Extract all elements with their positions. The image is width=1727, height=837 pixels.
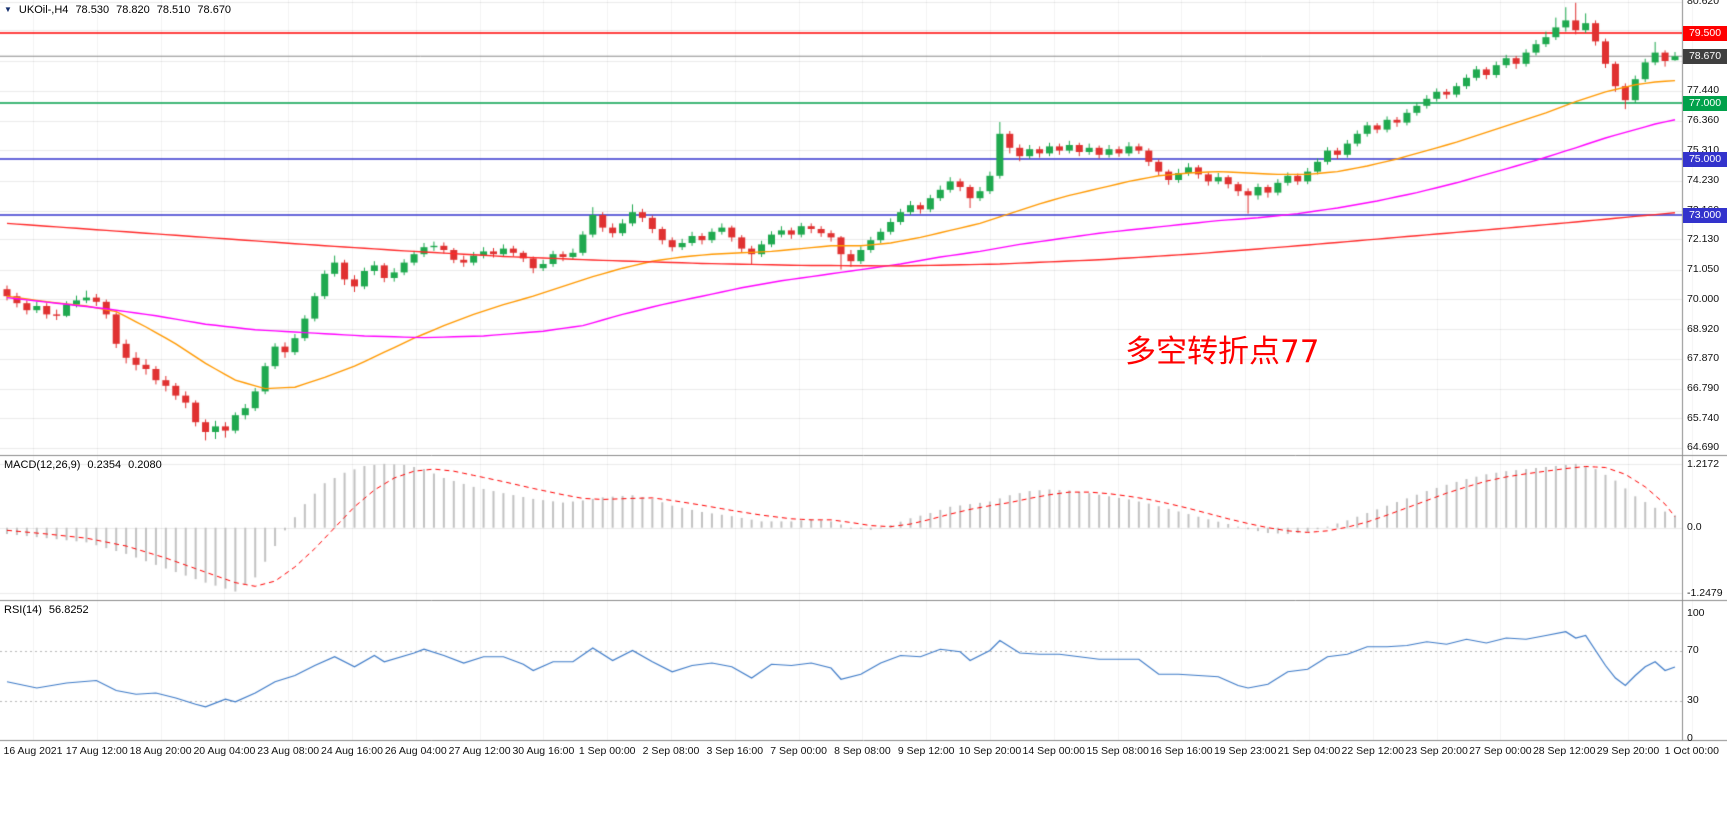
price-tick-label: 70.000 (1687, 292, 1720, 305)
symbol-marker-icon: ▼ (4, 5, 12, 14)
price-tick-label: 73.160 (1687, 204, 1720, 217)
time-tick-label: 16 Sep 16:00 (1150, 745, 1213, 757)
time-tick-label: 22 Sep 12:00 (1341, 745, 1405, 757)
time-tick-label: 30 Aug 16:00 (512, 745, 575, 757)
time-tick-label: 24 Aug 16:00 (321, 745, 383, 757)
price-tick-label: 64.690 (1687, 441, 1720, 454)
price-tick-label: 71.050 (1687, 263, 1720, 276)
time-tick-label: 18 Aug 20:00 (129, 745, 192, 757)
time-tick-label: 27 Sep 00:00 (1469, 745, 1532, 757)
time-tick-label: 27 Aug 12:00 (448, 745, 511, 757)
time-tick-label: 21 Sep 04:00 (1277, 745, 1341, 757)
trend-annotation-text[interactable]: 多空转折点77 (1125, 334, 1320, 370)
time-tick-label: 3 Sep 16:00 (706, 745, 764, 757)
time-tick-label: 10 Sep 20:00 (958, 745, 1022, 757)
time-tick-label: 15 Sep 08:00 (1086, 745, 1149, 757)
price-tick-label: 67.870 (1687, 352, 1720, 365)
price-tick-label: 74.230 (1687, 174, 1720, 187)
macd-value-main: 0.2354 (87, 459, 122, 471)
price-tick-label: 80.620 (1687, 0, 1720, 8)
ohlc-close: 78.670 (197, 4, 232, 16)
time-tick-label: 20 Aug 04:00 (193, 745, 256, 757)
price-tick-label: 68.920 (1687, 322, 1720, 335)
price-tick-label: 65.740 (1687, 411, 1720, 424)
price-tick-label: 78.510 (1687, 54, 1720, 67)
time-tick-label: 19 Sep 23:00 (1213, 745, 1277, 757)
rsi-value: 56.8252 (48, 604, 89, 616)
price-tick-label: 66.790 (1687, 382, 1720, 395)
symbol-ohlc-label: ▼ UKOil-,H4 78.530 78.820 78.510 78.670 (4, 4, 238, 16)
time-tick-label: 14 Sep 00:00 (1022, 745, 1086, 757)
time-tick-label: 8 Sep 08:00 (834, 745, 891, 757)
time-tick-label: 23 Aug 08:00 (257, 745, 320, 757)
time-tick-label: 16 Aug 2021 (3, 745, 63, 757)
ohlc-high: 78.820 (116, 4, 150, 16)
price-tick-label: 75.310 (1687, 143, 1720, 156)
price-tick-label: 79.590 (1687, 23, 1720, 36)
price-axis[interactable]: 80.620 79.590 78.510 77.440 76.360 75.310 74.2… (1683, 0, 1727, 740)
ohlc-low: 78.510 (156, 4, 191, 16)
time-tick-label: 1 Sep 00:00 (578, 745, 636, 757)
rsi-name: RSI(14) (4, 604, 42, 616)
time-tick-label: 9 Sep 12:00 (897, 745, 955, 757)
macd-value-signal: 0.2080 (128, 459, 162, 471)
price-tick-label: 76.360 (1687, 114, 1720, 127)
time-tick-label: 2 Sep 08:00 (642, 745, 700, 757)
time-tick-label: 1 Oct 00:00 (1664, 745, 1719, 757)
rsi-indicator-label: RSI(14) 56.8252 (4, 604, 96, 616)
symbol-name: UKOil-,H4 (18, 4, 69, 16)
time-tick-label: 28 Sep 12:00 (1532, 745, 1596, 757)
time-tick-label: 17 Aug 12:00 (65, 745, 128, 757)
ohlc-open: 78.530 (75, 4, 110, 16)
time-tick-label: 26 Aug 04:00 (384, 745, 447, 757)
time-tick-label: 29 Sep 20:00 (1596, 745, 1660, 757)
time-tick-label: 7 Sep 00:00 (770, 745, 827, 757)
price-tick-label: 72.130 (1687, 232, 1720, 245)
macd-indicator-label: MACD(12,26,9) 0.2354 0.2080 (4, 459, 169, 471)
price-tick-label: 77.440 (1687, 84, 1720, 97)
time-axis[interactable]: 16 Aug 2021 17 Aug 12:00 18 Aug 20:00 20 Au… (0, 741, 1727, 767)
time-tick-label: 23 Sep 20:00 (1405, 745, 1468, 757)
macd-name: MACD(12,26,9) (4, 459, 81, 471)
